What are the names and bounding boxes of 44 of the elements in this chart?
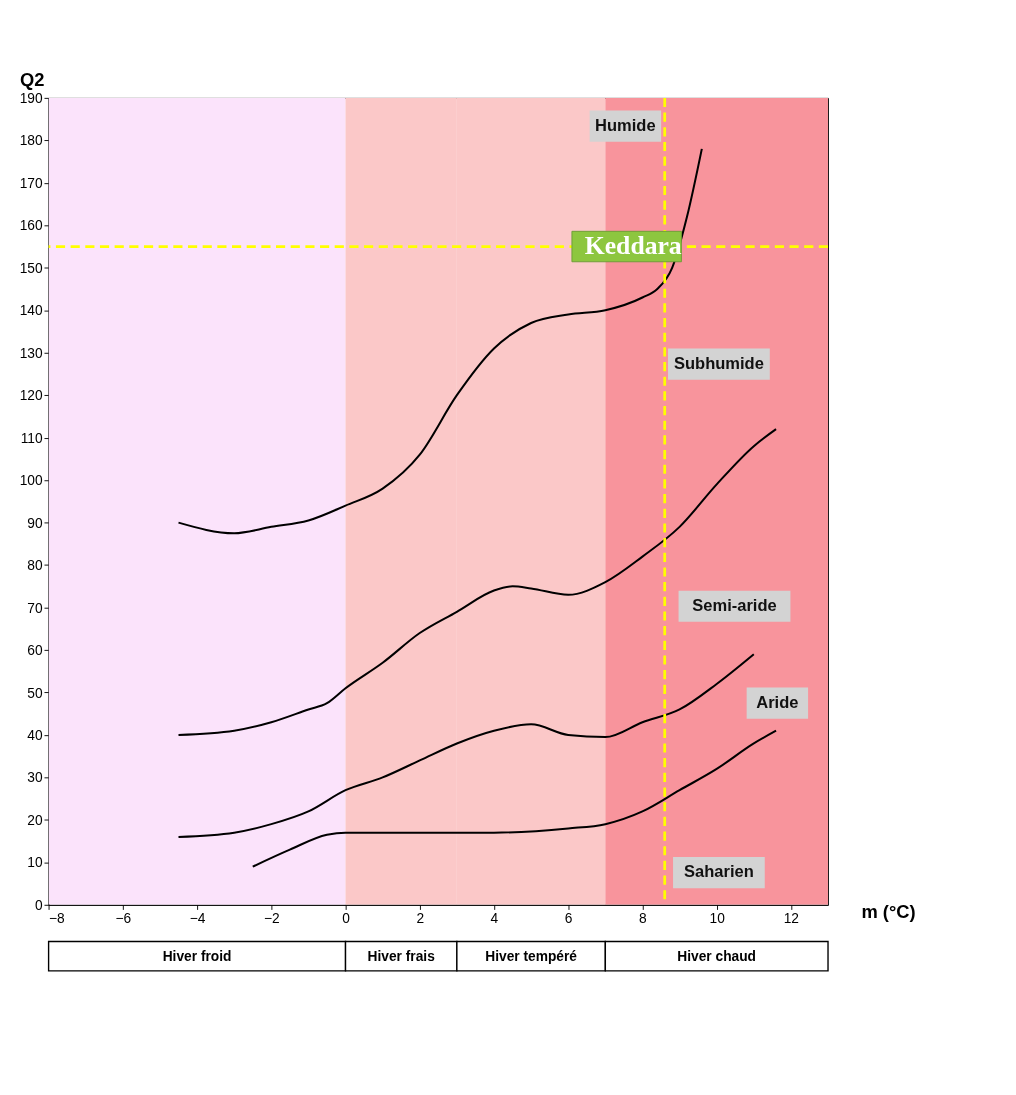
y-tick-label: 110 <box>20 430 43 446</box>
y-axis-title: Q2 <box>20 68 45 90</box>
x-tick-label: −6 <box>115 910 132 926</box>
x-tick-label: −8 <box>49 910 66 926</box>
y-tick-label: 90 <box>27 515 43 531</box>
annotation: Subhumide <box>673 353 764 372</box>
text: Hiver chaud <box>677 948 757 964</box>
y-tick-label: 190 <box>19 90 43 106</box>
y-tick-label: 40 <box>27 728 43 743</box>
x-tick-label: −2 <box>263 910 280 926</box>
x-axis-title: m (°C) <box>861 901 916 923</box>
y-tick-label: 100 <box>19 473 43 489</box>
y-tick-label: 20 <box>27 812 43 828</box>
y-tick-label: 70 <box>27 600 43 616</box>
x-tick-label: 2 <box>416 910 425 926</box>
x-tick-label: 4 <box>490 910 499 926</box>
y-tick-label: 140 <box>19 303 43 319</box>
y-tick-label: 10 <box>27 855 43 871</box>
y-tick-label: 60 <box>27 643 43 659</box>
x-tick-label: 0 <box>342 910 351 926</box>
annotation: Aride <box>756 692 799 711</box>
line-series <box>177 653 755 838</box>
y-tick-label: 80 <box>27 558 43 574</box>
x-tick-label: 8 <box>639 910 648 926</box>
x-tick-label: 6 <box>564 910 573 926</box>
y-tick-label: 120 <box>19 388 43 404</box>
text: Hiver froid <box>162 948 232 964</box>
y-tick-label: 50 <box>27 685 43 701</box>
y-tick-label: 130 <box>19 345 43 361</box>
y-tick-label: 170 <box>19 175 43 191</box>
y-tick-label: 30 <box>27 770 43 786</box>
y-tick-label: 180 <box>19 133 43 149</box>
y-tick-label: 160 <box>19 218 43 234</box>
y-tick-label: 0 <box>34 897 43 913</box>
x-tick-label: −4 <box>189 910 206 926</box>
x-tick-label: 10 <box>709 910 726 926</box>
x-tick-label: 12 <box>783 910 800 926</box>
annotation: Keddara <box>584 230 682 260</box>
annotation: Semi-aride <box>692 595 777 614</box>
y-tick-label: 150 <box>19 260 43 276</box>
text: Hiver tempéré <box>485 948 578 964</box>
annotation: Saharien <box>684 862 754 881</box>
text: Hiver frais <box>367 948 436 964</box>
annotation: Humide <box>595 115 656 134</box>
